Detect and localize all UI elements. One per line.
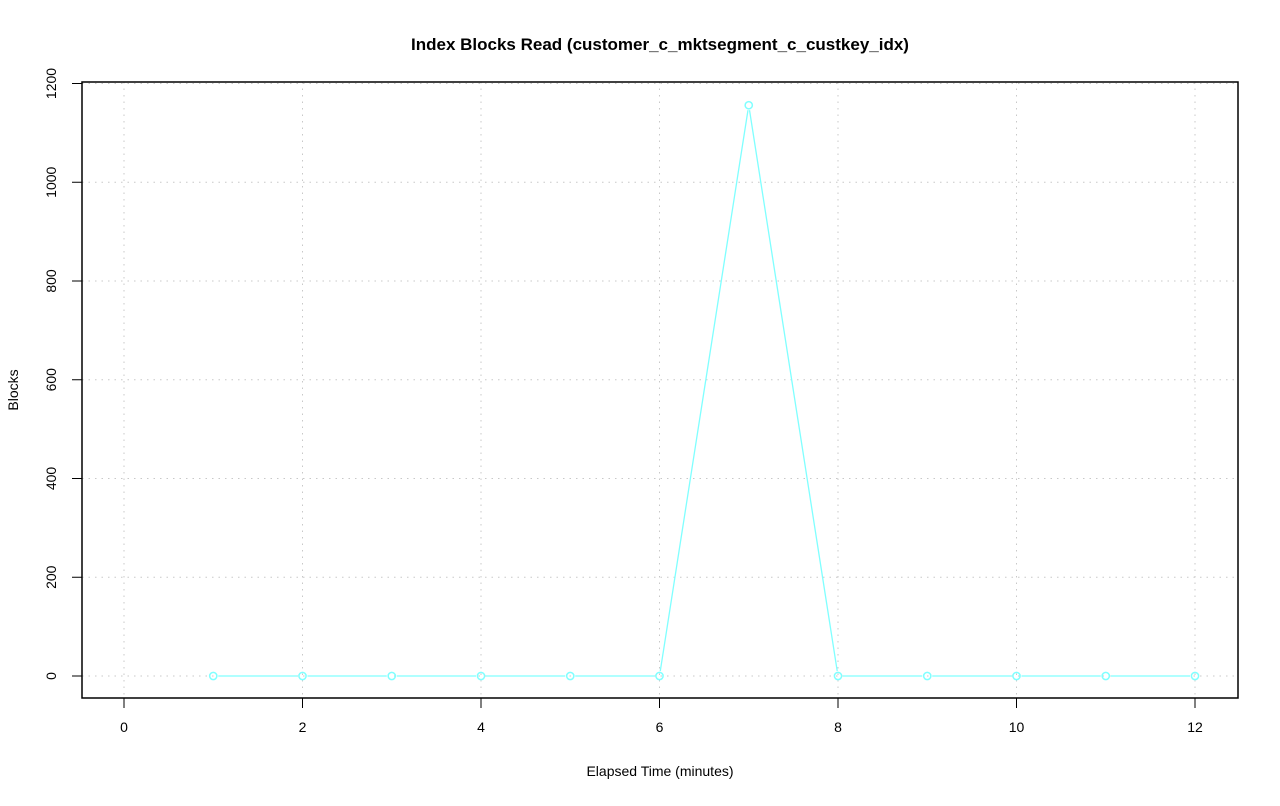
x-tick-label: 2 bbox=[299, 719, 307, 735]
series-marks bbox=[208, 100, 1200, 681]
x-tick-label: 6 bbox=[656, 719, 664, 735]
data-point bbox=[1190, 671, 1200, 681]
series-line-segment bbox=[748, 110, 838, 672]
y-axis-label: Blocks bbox=[5, 369, 21, 410]
data-point bbox=[476, 671, 486, 681]
data-point bbox=[1101, 671, 1111, 681]
series-line-segment bbox=[659, 110, 749, 672]
data-point bbox=[744, 100, 754, 110]
plot-frame bbox=[81, 81, 1239, 699]
y-tick-label: 200 bbox=[43, 565, 59, 589]
data-point bbox=[387, 671, 397, 681]
data-point bbox=[565, 671, 575, 681]
x-tick-label: 4 bbox=[477, 719, 485, 735]
y-tick-label: 600 bbox=[43, 368, 59, 392]
y-tick-label: 0 bbox=[43, 672, 59, 680]
y-tick-label: 1000 bbox=[43, 166, 59, 197]
x-tick-label: 10 bbox=[1009, 719, 1025, 735]
data-point bbox=[208, 671, 218, 681]
x-tick-label: 8 bbox=[834, 719, 842, 735]
x-axis-label: Elapsed Time (minutes) bbox=[586, 763, 733, 779]
y-tick-label: 400 bbox=[43, 467, 59, 491]
y-tick-label: 800 bbox=[43, 269, 59, 293]
data-point bbox=[1012, 671, 1021, 681]
data-point bbox=[655, 671, 664, 681]
y-tick-label: 1200 bbox=[43, 68, 59, 99]
data-point bbox=[922, 671, 932, 681]
axes: 0 2 4 6 8 10 12 0 200 400 600 800 1000 1200 bbox=[43, 68, 1203, 735]
x-tick-label: 0 bbox=[120, 719, 128, 735]
grid bbox=[82, 82, 1238, 698]
x-tick-label: 12 bbox=[1187, 719, 1203, 735]
data-point bbox=[833, 671, 843, 681]
chart-title: Index Blocks Read (customer_c_mktsegment… bbox=[411, 35, 909, 54]
data-point bbox=[298, 671, 307, 681]
